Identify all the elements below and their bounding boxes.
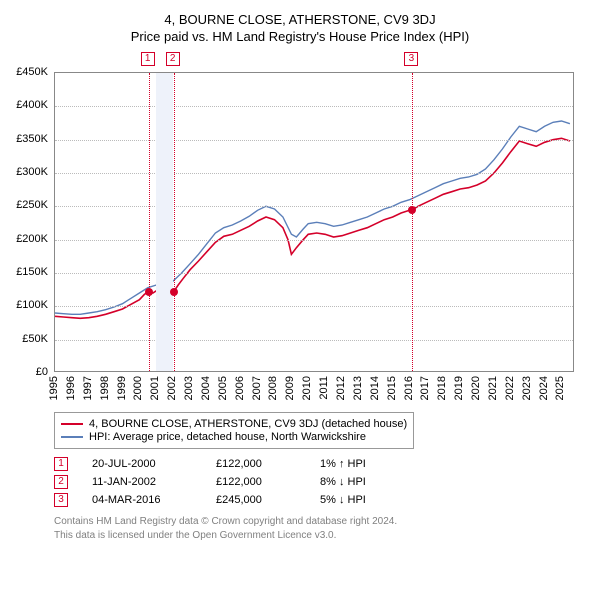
x-tick-label: 2019 (453, 376, 465, 400)
x-tick-label: 1997 (82, 376, 94, 400)
highlight-band (156, 73, 173, 371)
event-pct: 1% ↑ HPI (320, 458, 366, 470)
event-dot (145, 288, 153, 296)
page-title: 4, BOURNE CLOSE, ATHERSTONE, CV9 3DJ (10, 12, 590, 27)
gridline (55, 206, 573, 207)
event-price: £122,000 (216, 458, 296, 470)
x-tick-label: 2017 (419, 376, 431, 400)
event-number-box: 2 (54, 475, 68, 489)
legend-row: HPI: Average price, detached house, Nort… (61, 431, 407, 443)
event-number-box: 1 (54, 457, 68, 471)
event-price: £122,000 (216, 476, 296, 488)
x-axis-labels: 1995199619971998199920002001200220032004… (54, 376, 574, 412)
attribution-line: Contains HM Land Registry data © Crown c… (54, 515, 590, 529)
y-tick-label: £400K (16, 99, 48, 111)
x-tick-label: 2014 (369, 376, 381, 400)
x-tick-label: 2007 (251, 376, 263, 400)
x-tick-label: 2008 (267, 376, 279, 400)
legend-label: HPI: Average price, detached house, Nort… (89, 431, 366, 443)
event-vline (174, 73, 175, 371)
x-tick-label: 2024 (538, 376, 550, 400)
plot-area (54, 72, 574, 372)
event-vline (412, 73, 413, 371)
x-tick-label: 2015 (386, 376, 398, 400)
event-date: 20-JUL-2000 (92, 458, 192, 470)
x-tick-label: 2025 (554, 376, 566, 400)
x-tick-label: 2009 (284, 376, 296, 400)
events-table: 1 20-JUL-2000 £122,000 1% ↑ HPI 2 11-JAN-2002… (54, 457, 590, 507)
gridline (55, 240, 573, 241)
y-tick-label: £300K (16, 166, 48, 178)
gridline (55, 340, 573, 341)
x-tick-label: 2023 (521, 376, 533, 400)
gridline (55, 306, 573, 307)
y-tick-label: £450K (16, 66, 48, 78)
x-tick-label: 2000 (132, 376, 144, 400)
x-tick-label: 1998 (99, 376, 111, 400)
x-tick-label: 1995 (48, 376, 60, 400)
y-tick-label: £350K (16, 133, 48, 145)
legend-swatch (61, 423, 83, 425)
event-marker-box: 1 (141, 52, 155, 66)
events-row: 3 04-MAR-2016 £245,000 5% ↓ HPI (54, 493, 590, 507)
page-subtitle: Price paid vs. HM Land Registry's House … (10, 29, 590, 44)
event-vline (149, 73, 150, 371)
x-tick-label: 1996 (65, 376, 77, 400)
chart: £0 £50K £100K £150K £200K £250K £300K £350K £400… (10, 52, 578, 408)
gridline (55, 106, 573, 107)
series-line-price_paid (55, 138, 570, 318)
event-date: 04-MAR-2016 (92, 494, 192, 506)
attribution-line: This data is licensed under the Open Gov… (54, 529, 590, 543)
legend: 4, BOURNE CLOSE, ATHERSTONE, CV9 3DJ (de… (54, 412, 414, 449)
y-axis-labels: £0£50K£100K£150K£200K£250K£300K£350K£400… (10, 72, 52, 372)
event-pct: 5% ↓ HPI (320, 494, 366, 506)
y-tick-label: £150K (16, 266, 48, 278)
legend-label: 4, BOURNE CLOSE, ATHERSTONE, CV9 3DJ (de… (89, 418, 407, 430)
x-tick-label: 2022 (504, 376, 516, 400)
event-date: 11-JAN-2002 (92, 476, 192, 488)
x-tick-label: 2002 (166, 376, 178, 400)
gridline (55, 273, 573, 274)
legend-row: 4, BOURNE CLOSE, ATHERSTONE, CV9 3DJ (de… (61, 418, 407, 430)
y-tick-label: £50K (22, 333, 48, 345)
x-tick-label: 2020 (470, 376, 482, 400)
x-tick-label: 2016 (403, 376, 415, 400)
x-tick-label: 2004 (200, 376, 212, 400)
event-dot (170, 288, 178, 296)
y-tick-label: £0 (36, 366, 48, 378)
x-tick-label: 2005 (217, 376, 229, 400)
y-tick-label: £100K (16, 299, 48, 311)
x-tick-label: 2018 (436, 376, 448, 400)
events-row: 1 20-JUL-2000 £122,000 1% ↑ HPI (54, 457, 590, 471)
event-number-box: 3 (54, 493, 68, 507)
x-tick-label: 2010 (301, 376, 313, 400)
events-row: 2 11-JAN-2002 £122,000 8% ↓ HPI (54, 475, 590, 489)
x-tick-label: 2003 (183, 376, 195, 400)
event-price: £245,000 (216, 494, 296, 506)
x-tick-label: 1999 (116, 376, 128, 400)
event-pct: 8% ↓ HPI (320, 476, 366, 488)
y-tick-label: £250K (16, 199, 48, 211)
legend-swatch (61, 436, 83, 438)
x-tick-label: 2012 (335, 376, 347, 400)
x-tick-label: 2021 (487, 376, 499, 400)
event-marker-box: 3 (404, 52, 418, 66)
x-tick-label: 2011 (318, 376, 330, 400)
x-tick-label: 2013 (352, 376, 364, 400)
x-tick-label: 2001 (149, 376, 161, 400)
event-marker-box: 2 (166, 52, 180, 66)
series-line-hpi (55, 121, 570, 314)
y-tick-label: £200K (16, 233, 48, 245)
gridline (55, 173, 573, 174)
gridline (55, 140, 573, 141)
attribution: Contains HM Land Registry data © Crown c… (54, 515, 590, 542)
event-dot (408, 206, 416, 214)
chart-lines (55, 73, 575, 373)
x-tick-label: 2006 (234, 376, 246, 400)
